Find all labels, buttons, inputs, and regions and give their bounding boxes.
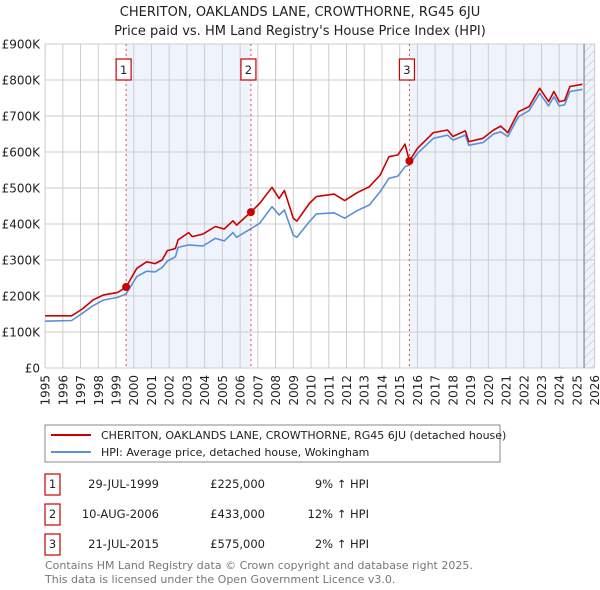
- x-tick-label: 2000: [127, 375, 141, 406]
- x-tick-label: 2016: [411, 375, 425, 406]
- x-tick-label: 2015: [393, 375, 407, 406]
- sale-marker-label: 1: [120, 63, 127, 77]
- x-tick-label: 2004: [198, 375, 212, 406]
- legend: CHERITON, OAKLANDS LANE, CROWTHORNE, RG4…: [44, 424, 506, 463]
- sale-point: [405, 157, 414, 165]
- x-tick-label: 1998: [92, 375, 106, 406]
- x-tick-label: 2006: [234, 375, 248, 406]
- row-number-box: [44, 533, 61, 556]
- x-tick-label: 2009: [287, 375, 301, 406]
- x-tick-label: 2007: [251, 375, 265, 406]
- x-tick-label: 2018: [446, 375, 460, 406]
- row-number: 2: [49, 507, 56, 521]
- x-tick-label: 2021: [500, 375, 514, 406]
- sale-marker-label: 3: [403, 63, 410, 77]
- y-tick-label: £800K: [2, 74, 42, 88]
- footer-copyright: Contains HM Land Registry data © Crown c…: [45, 559, 473, 572]
- x-tick-label: 2023: [535, 375, 549, 406]
- x-tick-label: 2017: [429, 375, 443, 406]
- y-tick-label: £600K: [2, 146, 42, 160]
- y-tick-label: £300K: [2, 254, 42, 268]
- x-tick-label: 2003: [180, 375, 194, 406]
- row-price: £575,000: [210, 537, 265, 551]
- y-tick-label: £700K: [2, 110, 42, 124]
- row-number: 3: [49, 537, 56, 551]
- x-tick-label: 1997: [74, 375, 88, 406]
- y-tick-label: £900K: [2, 38, 42, 52]
- x-tick-label: 2014: [375, 375, 389, 406]
- sale-period-shading: [409, 44, 595, 368]
- y-tick-label: £400K: [2, 218, 42, 232]
- row-date: 21-JUL-2015: [88, 537, 159, 551]
- y-tick-label: £200K: [2, 290, 42, 304]
- x-tick-label: 1996: [56, 375, 70, 406]
- sale-marker-box: [240, 58, 257, 81]
- y-tick-label: £500K: [2, 182, 42, 196]
- hpi-line: [45, 88, 583, 322]
- row-number: 1: [49, 477, 56, 491]
- sale-period-shading: [126, 44, 251, 368]
- row-price: £433,000: [210, 507, 265, 521]
- sale-marker-label: 2: [245, 63, 252, 77]
- x-tick-label: 2024: [553, 375, 567, 406]
- x-tick-label: 1995: [39, 375, 53, 406]
- sale-point: [122, 283, 131, 291]
- legend-label-hpi: HPI: Average price, detached house, Woki…: [101, 446, 369, 459]
- x-tick-label: 2013: [358, 375, 372, 406]
- x-tick-label: 2022: [517, 375, 531, 406]
- x-tick-label: 2011: [322, 375, 336, 406]
- forecast-hatch: [584, 44, 595, 368]
- row-hpi-change: 2% ↑ HPI: [315, 537, 369, 551]
- y-tick-label: £0: [25, 362, 40, 376]
- x-tick-label: 2001: [145, 375, 159, 406]
- x-tick-label: 2019: [464, 375, 478, 406]
- chart-subtitle: Price paid vs. HM Land Registry's House …: [114, 24, 486, 39]
- row-date: 29-JUL-1999: [88, 477, 159, 491]
- x-tick-label: 2002: [163, 375, 177, 406]
- sale-marker-box: [115, 58, 132, 81]
- row-number-box: [44, 473, 61, 496]
- x-tick-label: 2008: [269, 375, 283, 406]
- sale-point: [246, 208, 255, 217]
- transactions-table: 1 29-JUL-1999 £225,000 9% ↑ HPI 2 10-AUG-2006…: [44, 473, 369, 556]
- sale-marker-box: [398, 58, 416, 81]
- x-tick-label: 1999: [110, 375, 124, 406]
- table-row: 3 21-JUL-2015 £575,000 2% ↑ HPI: [44, 533, 369, 556]
- row-date: 10-AUG-2006: [82, 507, 159, 521]
- row-hpi-change: 9% ↑ HPI: [315, 477, 369, 491]
- x-tick-label: 2026: [588, 375, 600, 406]
- x-tick-label: 2020: [482, 375, 496, 406]
- x-tick-label: 2012: [340, 375, 354, 406]
- table-row: 2 10-AUG-2006 £433,000 12% ↑ HPI: [44, 503, 369, 526]
- legend-box: [44, 424, 501, 463]
- legend-label-property: CHERITON, OAKLANDS LANE, CROWTHORNE, RG4…: [101, 429, 506, 442]
- chart-title: CHERITON, OAKLANDS LANE, CROWTHORNE, RG4…: [120, 5, 481, 20]
- property-price-line: [45, 83, 583, 317]
- row-hpi-change: 12% ↑ HPI: [308, 507, 369, 521]
- x-tick-label: 2005: [216, 375, 230, 406]
- row-price: £225,000: [210, 477, 265, 491]
- y-tick-label: £100K: [2, 326, 42, 340]
- x-tick-label: 2025: [570, 375, 584, 406]
- x-tick-label: 2010: [305, 375, 319, 406]
- table-row: 1 29-JUL-1999 £225,000 9% ↑ HPI: [44, 473, 369, 496]
- footer-licence: This data is licensed under the Open Gov…: [44, 573, 395, 586]
- row-number-box: [44, 503, 61, 526]
